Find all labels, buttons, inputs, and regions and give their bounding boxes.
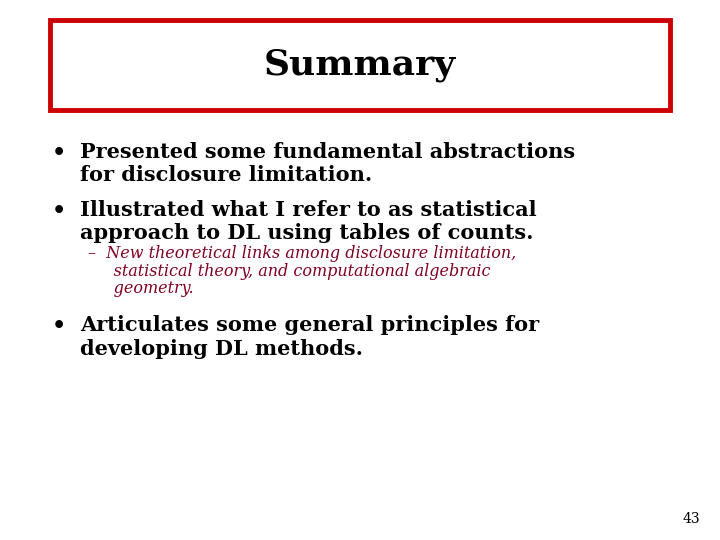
Text: •: •: [52, 315, 66, 338]
Text: geometry.: geometry.: [88, 280, 194, 298]
Text: Articulates some general principles for: Articulates some general principles for: [80, 315, 539, 335]
Text: Summary: Summary: [264, 48, 456, 82]
Text: •: •: [52, 200, 66, 222]
Text: developing DL methods.: developing DL methods.: [80, 339, 363, 359]
Text: approach to DL using tables of counts.: approach to DL using tables of counts.: [80, 224, 534, 244]
Text: Presented some fundamental abstractions: Presented some fundamental abstractions: [80, 142, 575, 162]
Text: •: •: [52, 142, 66, 164]
Text: 43: 43: [683, 512, 700, 526]
Text: Illustrated what I refer to as statistical: Illustrated what I refer to as statistic…: [80, 200, 536, 220]
Text: statistical theory, and computational algebraic: statistical theory, and computational al…: [88, 262, 490, 280]
FancyBboxPatch shape: [50, 20, 670, 110]
Text: –  New theoretical links among disclosure limitation,: – New theoretical links among disclosure…: [88, 245, 516, 262]
Text: for disclosure limitation.: for disclosure limitation.: [80, 165, 372, 185]
